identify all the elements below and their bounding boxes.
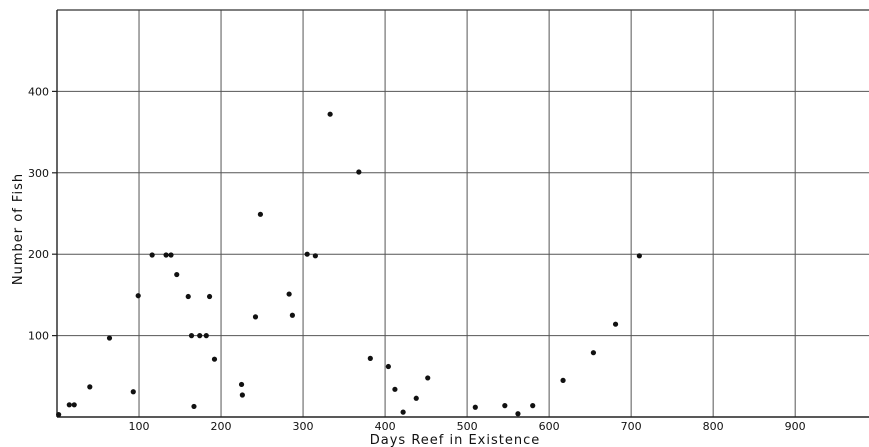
data-point bbox=[66, 402, 72, 408]
data-point bbox=[211, 356, 218, 362]
data-point bbox=[304, 251, 310, 257]
data-point bbox=[197, 333, 203, 339]
data-point bbox=[425, 375, 431, 381]
x-tick-label: 900 bbox=[785, 420, 806, 433]
data-point bbox=[286, 291, 292, 297]
data-point bbox=[71, 402, 77, 408]
data-point bbox=[289, 312, 295, 318]
data-point bbox=[174, 271, 180, 278]
data-point bbox=[149, 252, 155, 258]
x-tick-label: 600 bbox=[539, 420, 560, 433]
data-point bbox=[590, 350, 597, 356]
data-point bbox=[312, 253, 318, 259]
x-tick-label: 500 bbox=[457, 420, 478, 433]
data-point bbox=[385, 363, 391, 370]
data-point bbox=[106, 335, 113, 341]
data-point bbox=[203, 333, 209, 339]
data-point bbox=[188, 333, 195, 339]
data-point bbox=[530, 403, 536, 409]
data-point bbox=[87, 384, 93, 390]
data-point bbox=[168, 252, 174, 258]
x-tick-label: 100 bbox=[129, 420, 150, 433]
data-point bbox=[400, 409, 406, 415]
data-point bbox=[252, 314, 259, 320]
data-point bbox=[163, 252, 169, 258]
data-point bbox=[392, 386, 398, 392]
data-point bbox=[612, 321, 619, 327]
y-axis-label: Number of Fish bbox=[11, 173, 26, 285]
data-point bbox=[191, 403, 197, 410]
y-tick-label: 100 bbox=[28, 330, 49, 343]
data-point bbox=[239, 392, 245, 398]
data-point bbox=[367, 355, 373, 361]
data-point bbox=[356, 169, 362, 175]
data-point bbox=[135, 293, 141, 299]
axes bbox=[52, 9, 869, 418]
data-point bbox=[472, 404, 478, 410]
data-point bbox=[327, 111, 333, 117]
data-point bbox=[413, 395, 419, 401]
grid bbox=[57, 10, 869, 417]
x-tick-label: 300 bbox=[293, 420, 314, 433]
data-point bbox=[560, 377, 566, 383]
data-point bbox=[56, 411, 62, 418]
x-tick-label: 700 bbox=[621, 420, 642, 433]
x-axis-label: Days Reef in Existence bbox=[370, 433, 540, 447]
x-tick-label: 800 bbox=[703, 420, 724, 433]
data-point bbox=[206, 293, 213, 300]
data-points bbox=[56, 111, 642, 418]
x-tick-label: 200 bbox=[211, 420, 232, 433]
y-tick-label: 200 bbox=[28, 248, 49, 261]
data-point bbox=[636, 253, 642, 259]
data-point bbox=[185, 293, 191, 300]
y-tick-label: 300 bbox=[28, 167, 49, 180]
data-point bbox=[130, 389, 136, 395]
y-tick-label: 400 bbox=[28, 85, 49, 98]
x-tick-label: 400 bbox=[375, 420, 396, 433]
data-point bbox=[502, 403, 508, 409]
tick-labels: 100 200 300 400 500 600 700 800 900 100 200 300 400 bbox=[28, 85, 806, 433]
data-point bbox=[257, 211, 264, 217]
data-point bbox=[515, 411, 521, 417]
data-point bbox=[238, 381, 245, 388]
